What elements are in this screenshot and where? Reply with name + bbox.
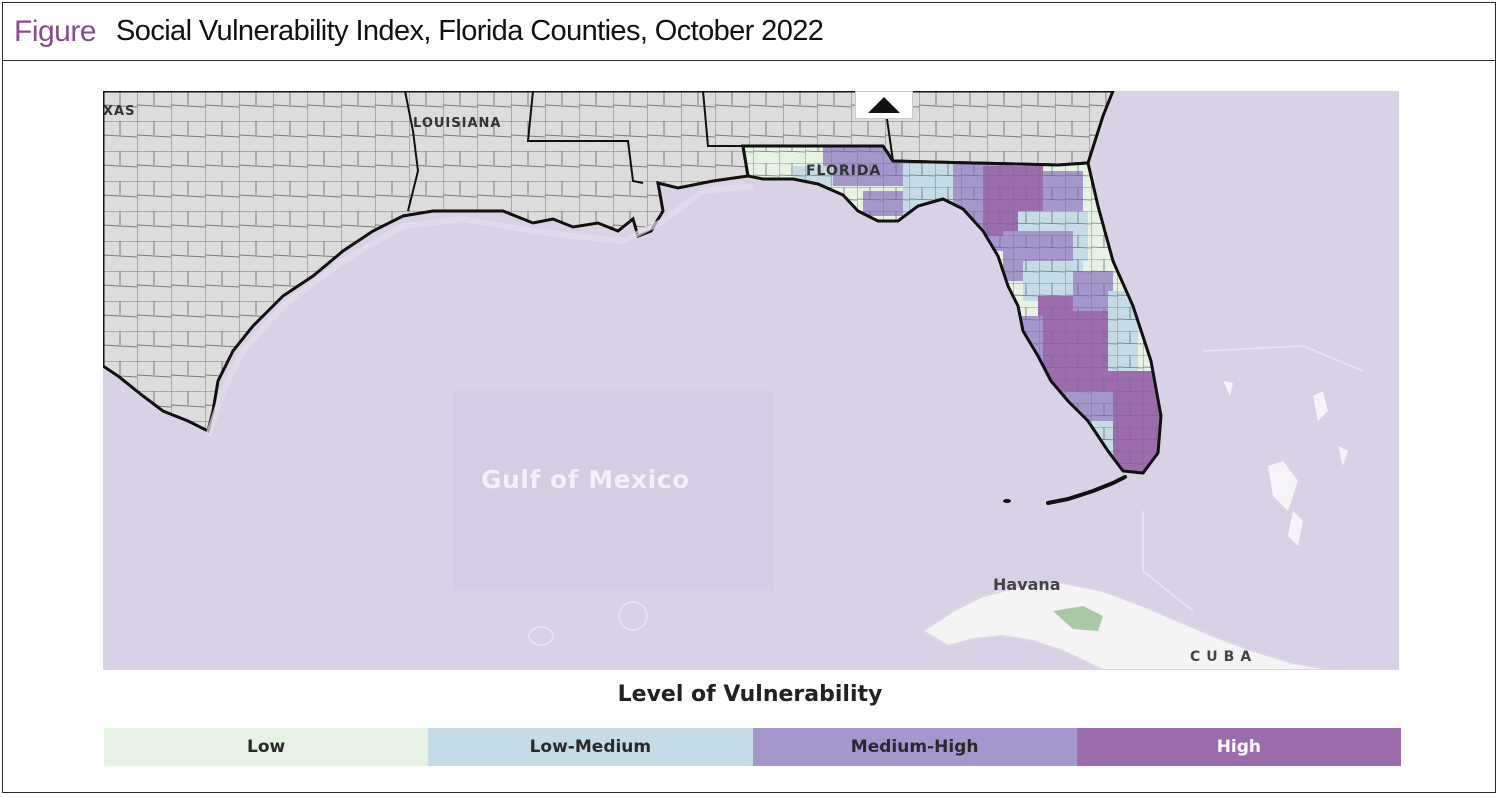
legend: Low Low-Medium Medium-High High xyxy=(104,728,1401,766)
legend-item-high: High xyxy=(1076,728,1401,766)
map-label-gulf-of-mexico: Gulf of Mexico xyxy=(481,465,690,494)
legend-label-medium-high: Medium-High xyxy=(850,737,979,757)
north-arrow-icon xyxy=(855,91,913,119)
map-panel[interactable]: XAS LOUISIANA FLORIDA Gulf of Mexico Hav… xyxy=(103,91,1399,670)
map-label-florida: FLORIDA xyxy=(806,163,882,179)
legend-label-high: High xyxy=(1216,737,1262,757)
map-label-havana: Havana xyxy=(993,575,1061,594)
map-label-texas: XAS xyxy=(103,104,136,119)
north-arrow-triangle xyxy=(868,97,900,113)
legend-item-low-medium: Low-Medium xyxy=(428,728,753,766)
legend-label-low-medium: Low-Medium xyxy=(529,737,652,757)
map-label-louisiana: LOUISIANA xyxy=(413,116,502,131)
map-graphic xyxy=(103,91,1399,670)
figure-header: Figure Social Vulnerability Index, Flori… xyxy=(3,3,1495,61)
figure-title: Social Vulnerability Index, Florida Coun… xyxy=(116,15,824,47)
map-label-cuba: CUBA xyxy=(1190,649,1258,665)
legend-title: Level of Vulnerability xyxy=(617,682,883,707)
figure-label: Figure xyxy=(14,14,97,48)
legend-label-low: Low xyxy=(247,737,286,757)
legend-item-low: Low xyxy=(104,728,429,766)
legend-item-medium-high: Medium-High xyxy=(752,728,1077,766)
